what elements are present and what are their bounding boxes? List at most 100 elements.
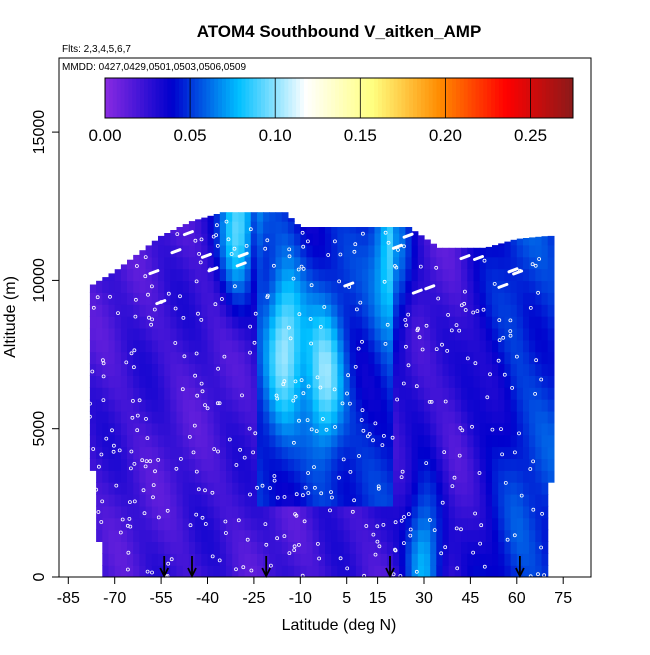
heatmap-cell <box>287 470 295 483</box>
heatmap-cell <box>479 529 487 542</box>
colorbar-segment <box>183 78 188 118</box>
heatmap-cell <box>244 517 252 531</box>
heatmap-cell <box>479 316 487 329</box>
sample-point <box>364 524 369 528</box>
heatmap-cell <box>300 505 308 519</box>
heatmap-cell <box>176 256 184 270</box>
heatmap-cell <box>306 458 314 471</box>
sample-point <box>510 385 514 390</box>
heatmap-cell <box>244 304 252 317</box>
heatmap-cell <box>257 268 264 282</box>
heatmap-cell <box>318 482 326 495</box>
heatmap-cell <box>188 221 196 234</box>
heatmap-cell <box>219 280 227 293</box>
heatmap-cell <box>411 387 419 400</box>
sample-point <box>182 354 187 359</box>
heatmap-cell <box>498 410 505 424</box>
heatmap-cell <box>133 387 140 400</box>
heatmap-cell <box>164 410 171 424</box>
sample-point <box>404 323 409 328</box>
heatmap-cell <box>188 327 196 341</box>
heatmap-cell <box>529 375 536 388</box>
heatmap-cell <box>188 268 196 282</box>
heatmap-cell <box>306 529 314 542</box>
heatmap-cell <box>219 233 227 246</box>
heatmap-cell <box>368 316 376 329</box>
sample-point <box>271 263 276 268</box>
heatmap-cell <box>374 387 382 400</box>
heatmap-cell <box>102 446 110 459</box>
heatmap-cell <box>207 565 215 577</box>
heatmap-cell <box>467 280 475 293</box>
heatmap-cell <box>405 422 413 436</box>
heatmap-cell <box>516 292 524 305</box>
heatmap-cell <box>244 470 252 483</box>
sample-point <box>268 486 272 491</box>
heatmap-cell <box>139 375 147 388</box>
heatmap-cell <box>127 529 134 542</box>
heatmap-cell <box>176 227 184 234</box>
heatmap-cell <box>232 434 239 448</box>
heatmap-cell <box>257 446 264 459</box>
heatmap-cell <box>207 446 215 459</box>
heatmap-cell <box>430 517 437 531</box>
heatmap-cell <box>380 233 388 246</box>
heatmap-cell <box>355 339 363 353</box>
sample-point <box>457 328 462 333</box>
heatmap-cell <box>232 470 239 483</box>
heatmap-cell <box>436 446 444 459</box>
flight-leg <box>402 232 414 239</box>
heatmap-cell <box>96 304 103 317</box>
sample-point <box>248 324 253 329</box>
heatmap-cell <box>498 327 505 341</box>
heatmap-cell <box>250 351 258 365</box>
colorbar-segment <box>420 78 426 118</box>
heatmap-cell <box>374 268 382 282</box>
heatmap-cell <box>244 375 252 388</box>
heatmap-cell <box>213 541 221 554</box>
heatmap-cell <box>504 494 512 507</box>
colorbar-segment <box>561 78 566 118</box>
heatmap-cell <box>263 470 270 483</box>
heatmap-cell <box>424 256 431 270</box>
heatmap-cell <box>226 292 233 305</box>
heatmap-cell <box>436 458 444 471</box>
sample-point <box>424 461 429 466</box>
heatmap-cell <box>374 434 382 448</box>
heatmap-cell <box>102 434 110 448</box>
heatmap-cell <box>461 256 468 270</box>
heatmap-cell <box>96 470 103 483</box>
sample-point <box>223 531 228 535</box>
heatmap-cell <box>275 505 283 519</box>
heatmap-cell <box>170 280 178 293</box>
sample-point <box>196 311 200 316</box>
heatmap-cell <box>89 399 97 412</box>
sample-point <box>513 450 517 455</box>
heatmap-cell <box>244 212 252 222</box>
heatmap-cell <box>467 505 475 519</box>
heatmap-cell <box>201 217 209 222</box>
colorbar-segment <box>315 78 320 118</box>
x-tick-label: 5 <box>342 590 351 607</box>
heatmap-cell <box>461 292 468 305</box>
sample-point <box>111 449 116 454</box>
heatmap-cell <box>516 256 524 270</box>
heatmap-cell <box>250 494 258 507</box>
heatmap-cell <box>510 458 518 471</box>
heatmap-cell <box>158 541 165 554</box>
heatmap-cell <box>529 541 536 554</box>
heatmap-cell <box>145 316 153 329</box>
heatmap-cell <box>257 221 264 234</box>
sample-point <box>291 276 296 281</box>
sample-point <box>414 569 419 574</box>
heatmap-cell <box>436 565 444 577</box>
heatmap-cell <box>405 256 413 270</box>
sample-point <box>440 500 445 505</box>
heatmap-cell <box>226 256 233 270</box>
heatmap-cell <box>294 375 301 388</box>
heatmap-cell <box>133 363 140 376</box>
sample-point <box>473 361 478 366</box>
heatmap-cell <box>281 446 289 459</box>
heatmap-cell <box>127 434 134 448</box>
heatmap-cell <box>294 529 301 542</box>
